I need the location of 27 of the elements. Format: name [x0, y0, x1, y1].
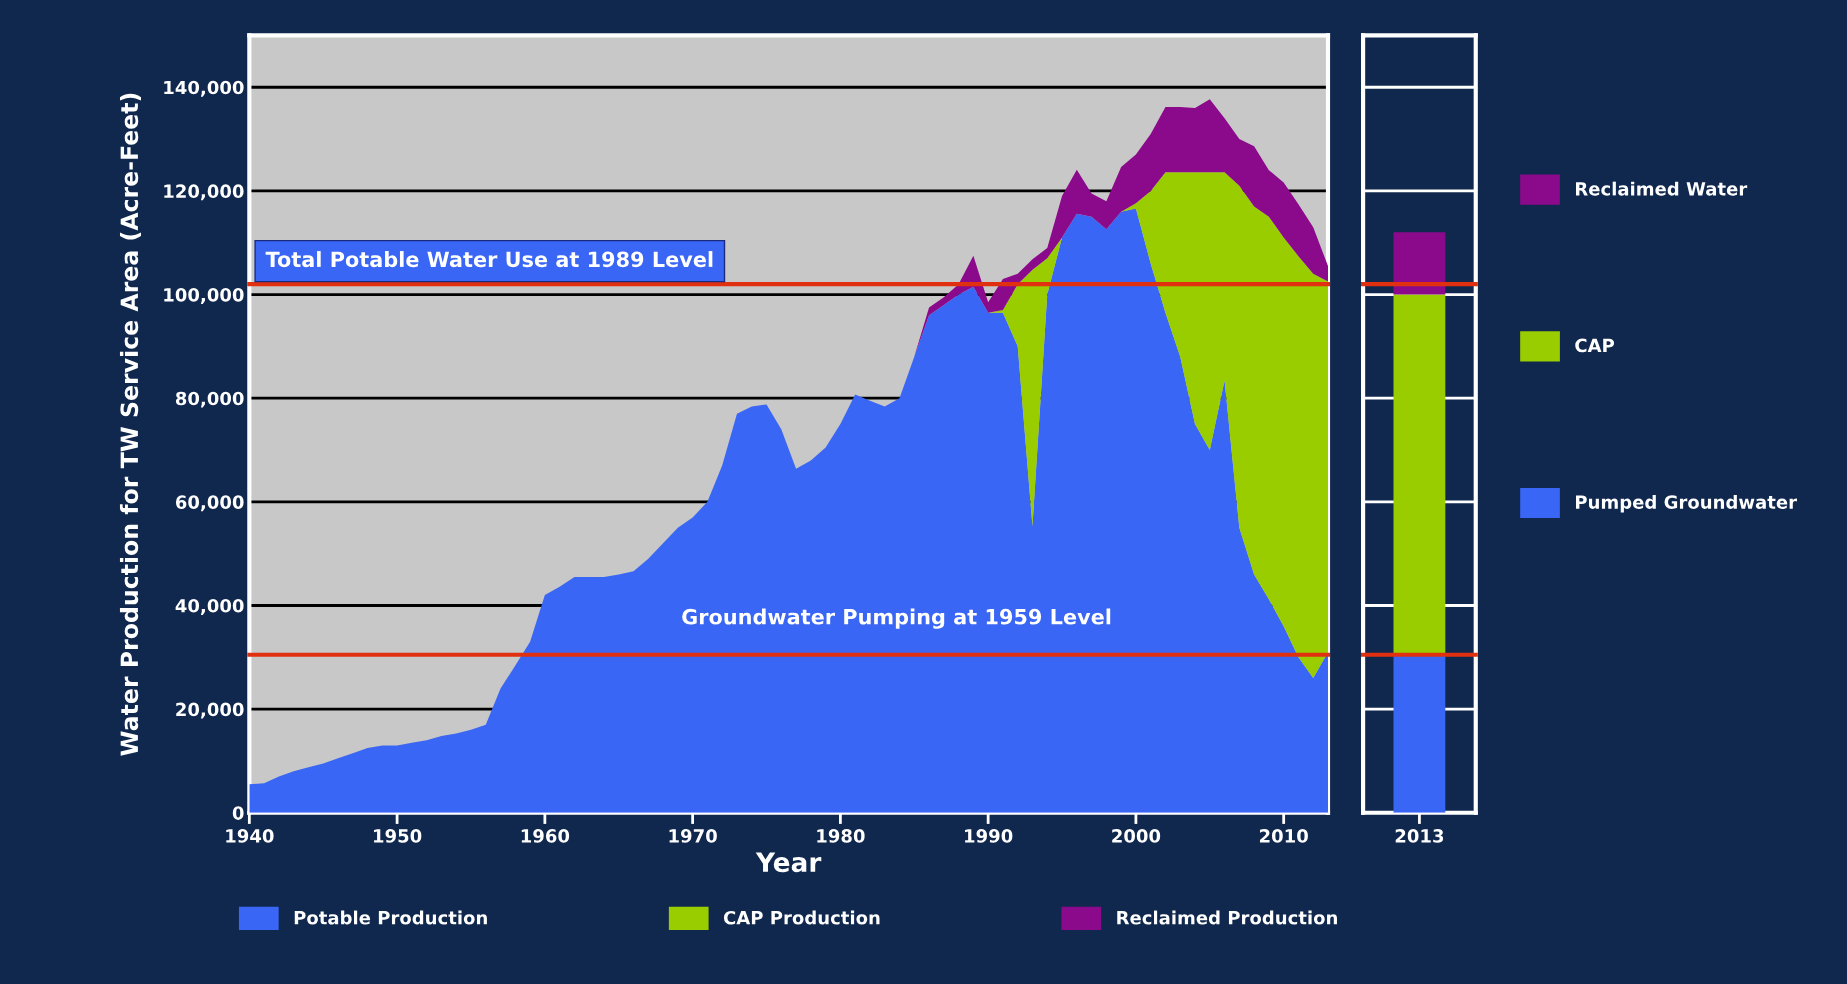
y-tick-label: 60,000 — [175, 495, 244, 512]
y-tick-label: 140,000 — [164, 80, 244, 97]
legend-label: Reclaimed Water — [1576, 181, 1748, 196]
legend-label: Pumped Groundwater — [1576, 494, 1797, 513]
y-tick-label: 120,000 — [164, 184, 244, 201]
ref-line-label: Groundwater Pumping at 1959 Level — [682, 608, 1111, 629]
x-tick-label: 1990 — [965, 829, 1013, 843]
x-tick-label: 2000 — [1112, 829, 1161, 843]
y-tick-label: 80,000 — [175, 391, 244, 408]
legend-label: CAP Production — [723, 910, 880, 925]
legend-label: CAP — [1575, 338, 1615, 353]
legend-label: Reclaimed Production — [1117, 910, 1337, 925]
y-tick-label: 0 — [232, 806, 244, 820]
x-tick-label: 1970 — [669, 829, 717, 843]
x-tick-label: 1940 — [226, 829, 274, 843]
x-tick-label: 1950 — [374, 829, 422, 843]
x-tick-label: 1980 — [817, 829, 865, 843]
ref-line-label: Total Potable Water Use at 1989 Level — [265, 251, 713, 268]
x-tick-label: 1960 — [521, 829, 570, 843]
y-tick-label: 100,000 — [164, 288, 244, 304]
x-tick-label: 2010 — [1259, 829, 1308, 843]
legend-label: Potable Production — [294, 910, 487, 925]
y-tick-label: 40,000 — [175, 598, 244, 615]
y-axis-title: Water Production for TW Service Area (Acre-Feet) — [119, 93, 142, 756]
x-tick-label: 2013 — [1395, 829, 1444, 843]
x-axis-title: Year — [755, 852, 822, 873]
y-tick-label: 20,000 — [176, 702, 244, 719]
